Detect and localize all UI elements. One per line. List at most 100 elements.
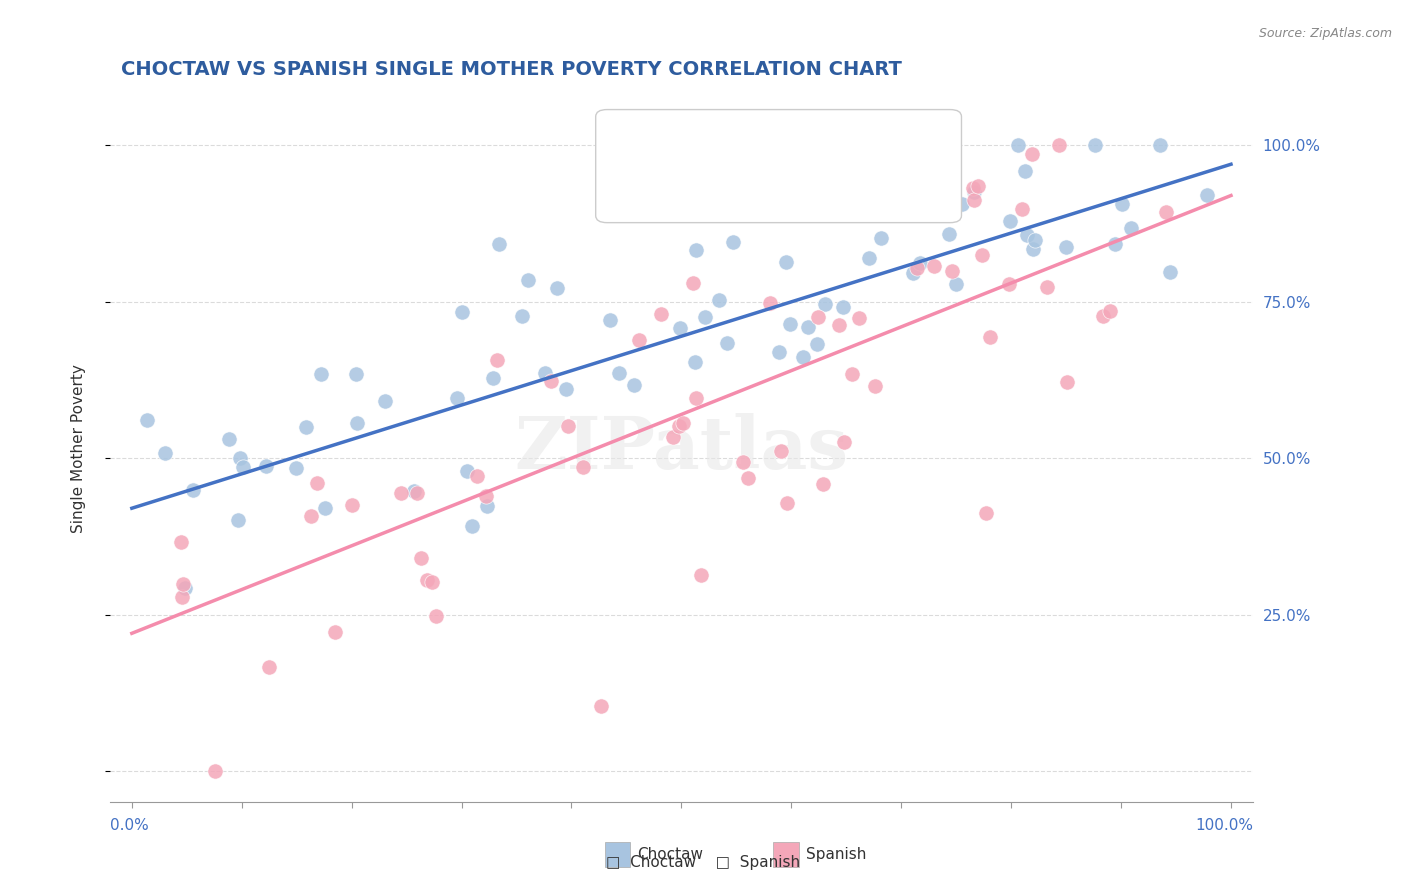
Point (769, 443, 792, 458)
Point (475, 500, 498, 514)
Point (623, 378, 645, 392)
Point (807, 310, 830, 325)
Point (486, 353, 509, 368)
Point (534, 366, 557, 380)
Point (516, 273, 538, 287)
Point (389, 486, 412, 500)
Point (806, 337, 828, 351)
Point (540, 374, 562, 388)
Point (475, 489, 498, 503)
Point (170, 534, 193, 549)
Point (1021, 242, 1043, 256)
Point (422, 575, 444, 590)
Point (938, 227, 960, 242)
Text: Source: ZipAtlas.com: Source: ZipAtlas.com (1258, 27, 1392, 40)
Point (941, 264, 963, 278)
Point (406, 486, 429, 500)
Point (1121, 221, 1143, 235)
Text: □  Choctaw    □  Spanish: □ Choctaw □ Spanish (606, 855, 800, 870)
Point (1149, 138, 1171, 153)
Point (776, 496, 799, 510)
Point (877, 200, 900, 214)
Point (797, 320, 820, 334)
Text: CHOCTAW VS SPANISH SINGLE MOTHER POVERTY CORRELATION CHART: CHOCTAW VS SPANISH SINGLE MOTHER POVERTY… (121, 60, 903, 78)
Point (950, 197, 973, 211)
Point (1056, 375, 1078, 389)
Point (963, 193, 986, 207)
Point (218, 432, 240, 446)
Point (716, 336, 738, 351)
Point (765, 202, 787, 216)
Point (305, 476, 328, 491)
Point (683, 355, 706, 369)
Y-axis label: Single Mother Poverty: Single Mother Poverty (72, 364, 86, 533)
Legend: R = 0.509   N = 69, R = 0.493   N = 62: R = 0.509 N = 69, R = 0.493 N = 62 (671, 118, 887, 189)
Text: Spanish: Spanish (806, 847, 866, 862)
Point (811, 477, 834, 491)
Point (814, 297, 837, 311)
Point (998, 213, 1021, 227)
Point (792, 350, 814, 364)
Point (409, 551, 432, 566)
Bar (773, 842, 799, 867)
Point (572, 460, 595, 475)
Point (759, 296, 782, 310)
Point (153, 446, 176, 460)
Point (1017, 227, 1039, 242)
Point (707, 293, 730, 307)
Point (1092, 309, 1115, 323)
Point (974, 506, 997, 520)
Point (1024, 233, 1046, 247)
Point (779, 317, 801, 331)
Point (628, 333, 651, 347)
Point (998, 277, 1021, 291)
Point (482, 371, 505, 385)
Text: Choctaw: Choctaw (637, 847, 703, 862)
Point (172, 577, 194, 591)
Point (607, 366, 630, 380)
Point (922, 259, 945, 273)
Point (402, 484, 425, 499)
Point (669, 321, 692, 335)
Point (967, 179, 990, 194)
Text: 100.0%: 100.0% (1195, 818, 1253, 833)
Point (1098, 304, 1121, 318)
Point (325, 624, 347, 639)
Point (425, 609, 447, 624)
Point (554, 383, 576, 397)
Point (1054, 240, 1077, 254)
Point (863, 379, 886, 393)
Point (832, 300, 855, 314)
Point (737, 471, 759, 485)
Point (450, 305, 472, 319)
Point (136, 413, 159, 427)
Point (690, 567, 713, 582)
Point (870, 231, 893, 245)
Point (1154, 205, 1177, 219)
Point (1036, 279, 1059, 293)
Point (848, 310, 870, 325)
Point (229, 450, 252, 465)
Bar (605, 842, 630, 867)
Point (254, 459, 277, 474)
Point (1104, 237, 1126, 252)
Point (257, 660, 280, 674)
Point (314, 501, 336, 516)
Point (1047, 138, 1070, 153)
Point (1011, 202, 1033, 217)
Point (910, 256, 932, 270)
Point (668, 418, 690, 433)
Point (1014, 164, 1036, 178)
Point (775, 255, 797, 269)
Point (488, 237, 510, 252)
Point (1195, 187, 1218, 202)
Point (374, 394, 396, 409)
Point (979, 330, 1001, 344)
Point (721, 235, 744, 249)
Point (685, 243, 707, 257)
Point (344, 367, 367, 381)
Point (1084, 138, 1107, 153)
Point (1159, 265, 1181, 279)
Point (232, 459, 254, 474)
FancyBboxPatch shape (596, 110, 962, 223)
